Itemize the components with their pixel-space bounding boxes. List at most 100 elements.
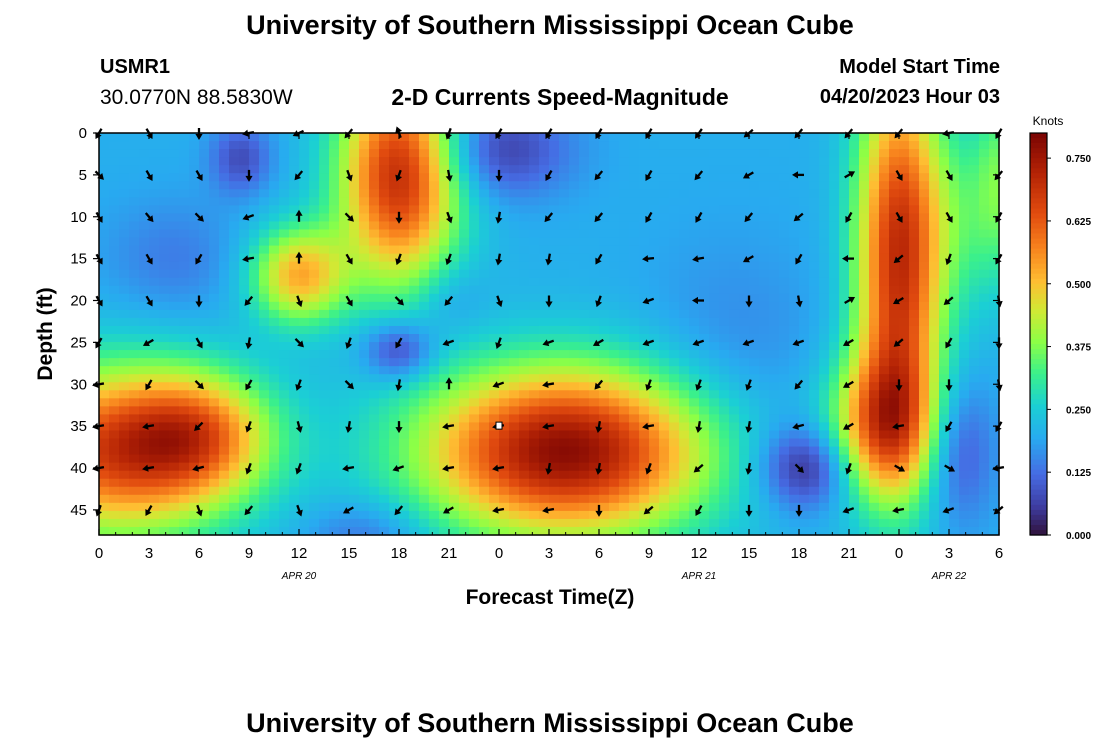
- heat-cell: [699, 325, 710, 335]
- heat-cell: [179, 342, 190, 351]
- heat-cell: [659, 518, 670, 528]
- heat-cell: [469, 133, 480, 142]
- heat-cell: [549, 510, 560, 520]
- heat-cell: [349, 141, 360, 150]
- heat-cell: [579, 325, 590, 335]
- heat-cell: [619, 470, 630, 480]
- heat-cell: [699, 317, 710, 327]
- heat-cell: [229, 157, 240, 166]
- heat-cell: [169, 285, 180, 295]
- heat-cell: [539, 526, 550, 536]
- heat-cell: [849, 518, 860, 528]
- heat-cell: [99, 325, 110, 335]
- heat-cell: [649, 293, 660, 303]
- heat-cell: [929, 462, 940, 472]
- heat-cell: [989, 390, 1000, 399]
- heat-cell: [969, 173, 980, 182]
- heat-cell: [269, 518, 280, 528]
- heat-cell: [409, 285, 420, 295]
- heat-cell: [789, 510, 800, 520]
- heat-cell: [419, 438, 430, 448]
- heat-cell: [729, 366, 740, 375]
- heat-cell: [99, 510, 110, 520]
- heat-cell: [599, 277, 610, 287]
- heat-cell: [479, 285, 490, 295]
- heat-cell: [729, 390, 740, 399]
- vector-arrow: [645, 379, 653, 391]
- heat-cell: [909, 382, 920, 391]
- heat-cell: [989, 398, 1000, 407]
- heat-cell: [539, 510, 550, 520]
- heat-cell: [789, 157, 800, 166]
- heat-cell: [769, 165, 780, 174]
- heat-cell: [289, 317, 300, 327]
- heat-cell: [179, 261, 190, 271]
- heat-cell: [879, 301, 890, 311]
- heat-cell: [469, 422, 480, 432]
- heat-cell: [249, 342, 260, 351]
- heat-cell: [579, 149, 590, 158]
- heat-cell: [839, 470, 850, 480]
- heat-cell: [889, 277, 900, 287]
- vector-arrow-head: [692, 255, 699, 263]
- heat-cell: [549, 470, 560, 480]
- heat-cell: [159, 446, 170, 456]
- heat-cell: [649, 229, 660, 239]
- heat-cell: [189, 317, 200, 327]
- heat-cell: [229, 133, 240, 142]
- heat-cell: [339, 325, 350, 335]
- heat-cell: [159, 414, 170, 424]
- heat-cell: [579, 229, 590, 239]
- heat-cell: [299, 181, 310, 190]
- heat-cell: [229, 502, 240, 512]
- heat-cell: [369, 253, 380, 263]
- heat-cell: [309, 277, 320, 287]
- heat-cell: [639, 301, 650, 311]
- heat-cell: [579, 157, 590, 166]
- heat-cell: [689, 414, 700, 424]
- heat-cell: [799, 133, 810, 142]
- vector-arrow-head: [195, 301, 203, 308]
- heat-cell: [439, 462, 450, 472]
- heat-cell: [219, 133, 230, 142]
- heat-cell: [369, 470, 380, 480]
- heat-cell: [399, 502, 410, 512]
- heat-cell: [819, 205, 830, 214]
- vector-arrow: [642, 339, 655, 347]
- heat-cell: [279, 350, 290, 359]
- heat-cell: [439, 366, 450, 375]
- heat-cell: [809, 526, 820, 536]
- heat-cell: [359, 366, 370, 375]
- heat-cell: [139, 197, 150, 206]
- heat-cell: [699, 237, 710, 247]
- heat-cell: [189, 454, 200, 464]
- heat-cell: [919, 414, 930, 424]
- heat-cell: [629, 510, 640, 520]
- heat-cell: [879, 470, 890, 480]
- heat-cell: [819, 253, 830, 263]
- heat-cell: [129, 149, 140, 158]
- heat-cell: [979, 406, 990, 415]
- heat-cell: [709, 390, 720, 399]
- heat-cell: [679, 213, 690, 223]
- heat-cell: [359, 406, 370, 415]
- heat-cell: [709, 325, 720, 335]
- heat-cell: [639, 526, 650, 536]
- heat-cell: [409, 301, 420, 311]
- heat-cell: [179, 350, 190, 359]
- vector-arrow-head: [146, 257, 153, 265]
- heat-cell: [289, 454, 300, 464]
- heat-cell: [569, 430, 580, 440]
- heat-cell: [369, 165, 380, 174]
- heat-cell: [459, 390, 470, 399]
- heat-cell: [149, 446, 160, 456]
- vector-arrow: [642, 422, 655, 430]
- heat-cell: [879, 382, 890, 391]
- heat-cell: [639, 221, 650, 231]
- heat-cell: [599, 181, 610, 190]
- heat-cell: [159, 277, 170, 287]
- heat-cell: [259, 309, 270, 319]
- vector-arrow-head: [742, 339, 750, 347]
- heat-cell: [989, 502, 1000, 512]
- heat-cell: [639, 462, 650, 472]
